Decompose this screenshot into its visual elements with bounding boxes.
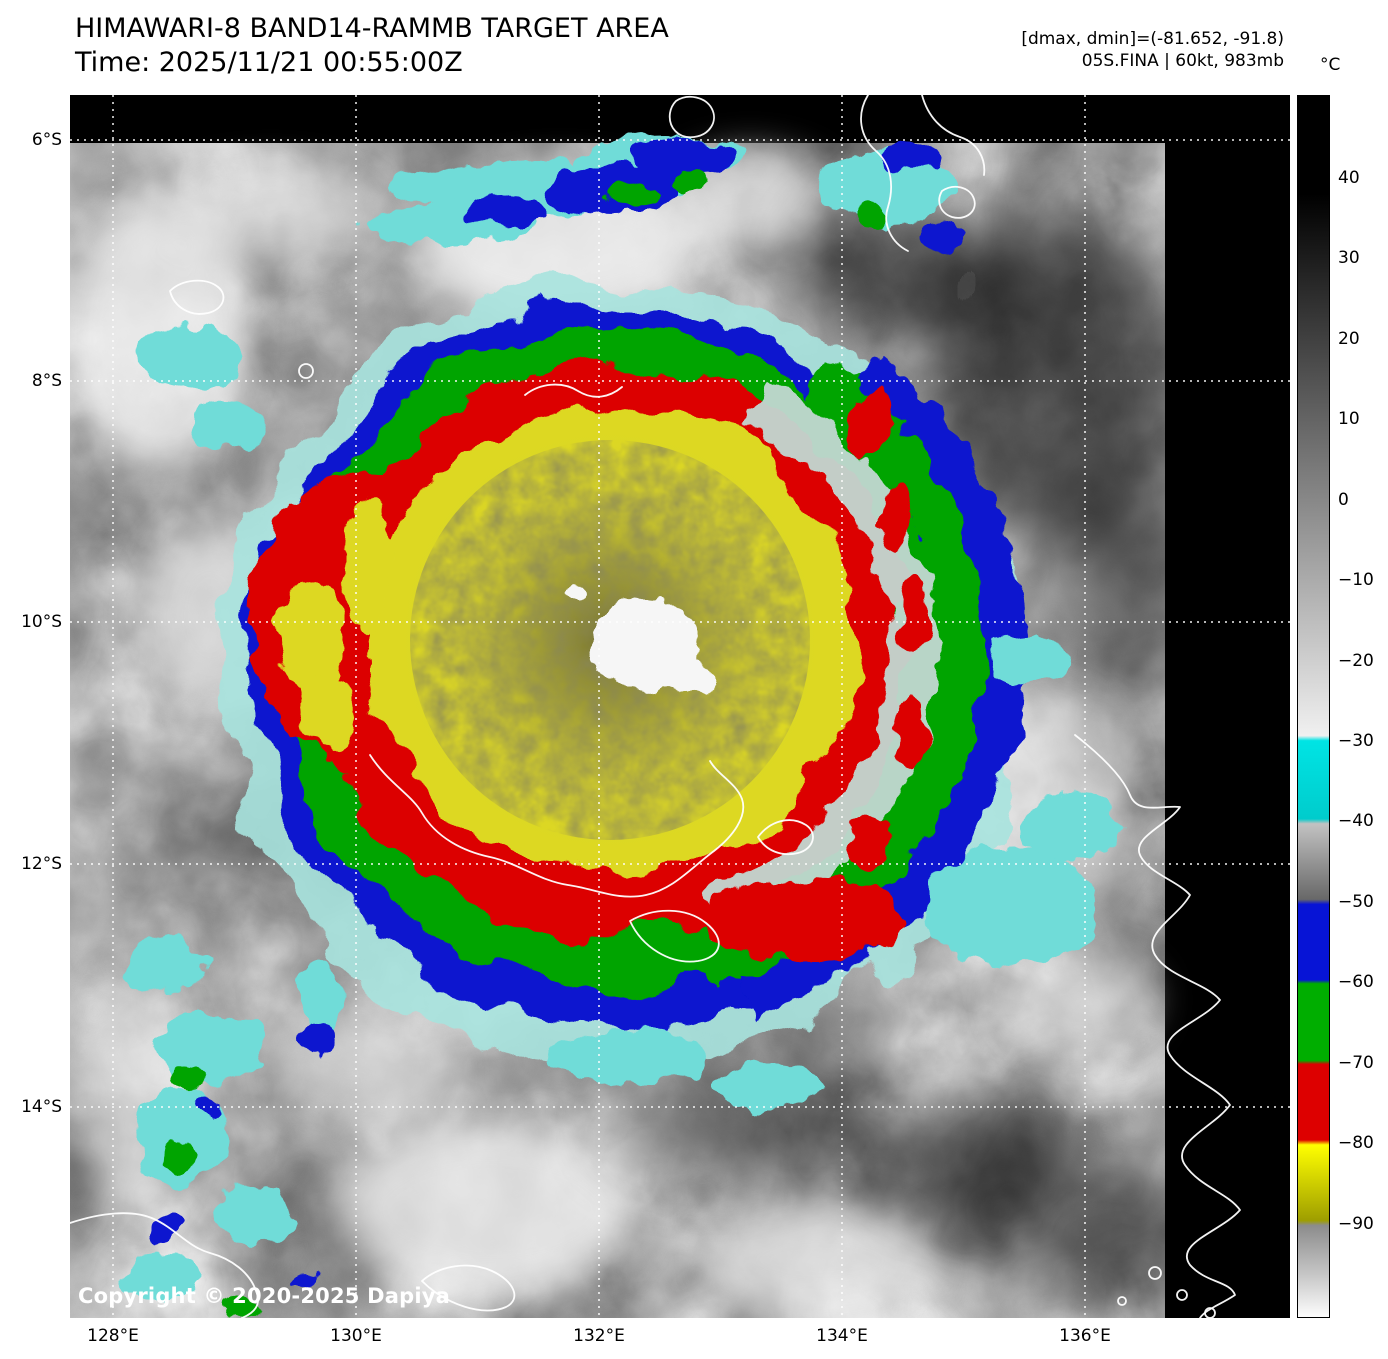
eastern-dry-moat [700,381,939,939]
colorbar-tick-label: −60 [1338,972,1374,992]
page-title: HIMAWARI-8 BAND14-RAMMB TARGET AREA [75,13,669,44]
satellite-map-canvas [70,95,1290,1318]
storm-annotation: [dmax, dmin]=(-81.652, -91.8) 05S.FINA |… [1021,28,1284,72]
lat-tick-label: 10°S [21,612,62,632]
lat-lon-gridlines [70,95,1290,1318]
colorbar-tick-label: −50 [1338,892,1374,912]
lat-tick-label: 6°S [31,130,62,150]
coastlines [70,95,1241,1318]
colorbar-tick-label: −10 [1338,570,1374,590]
colorbar-tick-label: 40 [1338,168,1360,188]
storm-info-label: 05S.FINA | 60kt, 983mb [1081,51,1284,71]
colorbar-tick-label: −30 [1338,731,1374,751]
lon-tick-label: 130°E [330,1326,382,1346]
lon-tick-label: 128°E [87,1326,139,1346]
time-label: Time: 2025/11/21 00:55:00Z [75,47,463,78]
colorbar-tick-label: −80 [1338,1133,1374,1153]
colorbar [1297,95,1330,1318]
map-plot: Copyright © 2020-2025 Dapiya [70,95,1290,1318]
dmax-dmin-label: [dmax, dmin]=(-81.652, -91.8) [1021,29,1284,49]
lat-tick-label: 12°S [21,854,62,874]
lon-tick-label: 134°E [816,1326,868,1346]
cyclone [218,279,1025,1071]
colorbar-tick-label: 20 [1338,329,1360,349]
lon-tick-label: 132°E [573,1326,625,1346]
lon-tick-label: 136°E [1059,1326,1111,1346]
colorbar-unit-label: °C [1320,55,1341,75]
lat-tick-label: 8°S [31,371,62,391]
scattered-cold-patches [125,137,1124,1318]
colorbar-tick-label: 0 [1338,490,1349,510]
colorbar-tick-label: −90 [1338,1214,1374,1234]
west-yellow-patches [274,495,388,753]
colorbar-tick-label: 10 [1338,409,1360,429]
east-red-cells [705,395,930,962]
colorbar-tick-label: −70 [1338,1053,1374,1073]
colorbar-tick-label: −40 [1338,811,1374,831]
lat-tick-label: 14°S [21,1097,62,1117]
copyright-label: Copyright © 2020-2025 Dapiya [78,1284,450,1308]
colorbar-tick-label: 30 [1338,248,1360,268]
colorbar-tick-label: −20 [1338,651,1374,671]
